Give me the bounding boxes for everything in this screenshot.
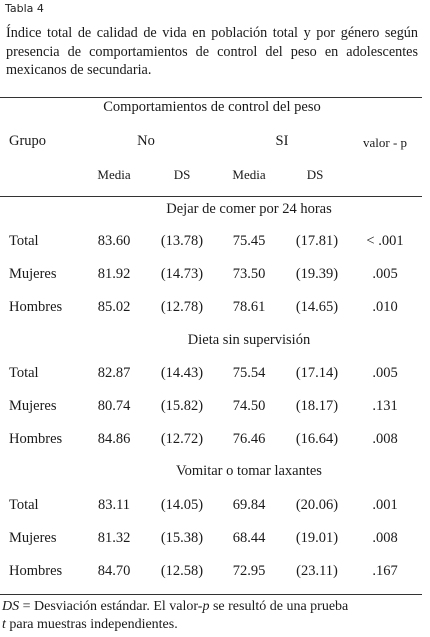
header-grupo: Grupo [9,133,47,149]
row-si-media: 73.50 [232,266,266,282]
row-pvalue: .008 [372,431,398,447]
row-no-ds: (15.38) [160,530,204,546]
row-no-ds: (15.82) [160,398,204,414]
row-pvalue: .008 [372,530,398,546]
footnote-p-italic: p [202,599,210,614]
row-si-ds: (19.39) [295,266,339,282]
row-no-ds: (14.05) [160,497,204,513]
header-si: SI [275,133,289,149]
table-footnote: DS = Desviación estándar. El valor-p se … [2,598,430,634]
row-pvalue: .131 [372,398,398,414]
row-grupo: Mujeres [9,266,57,282]
footnote-end: para muestras independientes. [5,617,178,632]
row-no-media: 82.87 [97,365,131,381]
row-grupo: Hombres [9,431,63,447]
row-no-media: 83.60 [97,233,131,249]
row-no-media: 81.92 [97,266,131,282]
footnote-ds-def: = Desviación estándar. El valor- [19,599,203,614]
row-si-media: 74.50 [232,398,266,414]
row-si-ds: (23.11) [296,563,338,579]
row-no-media: 85.02 [97,299,131,315]
row-no-media: 84.86 [97,431,131,447]
row-pvalue: .005 [372,266,398,282]
section-title: Dieta sin supervisión [187,332,311,348]
row-si-ds: (18.17) [295,398,339,414]
table-caption: Índice total de calidad de vida en pobla… [6,25,418,78]
row-pvalue: < .001 [366,233,404,249]
header-no-media: Media [97,167,131,182]
row-si-ds: (17.14) [295,365,339,381]
row-no-media: 80.74 [97,398,131,414]
row-si-media: 69.84 [232,497,266,513]
row-no-ds: (12.78) [160,299,204,315]
row-no-media: 83.11 [97,497,131,513]
row-si-media: 72.95 [232,563,266,579]
row-si-media: 68.44 [232,530,266,546]
footnote-ds-abbr: DS [2,599,20,614]
row-no-media: 81.32 [97,530,131,546]
row-grupo: Total [9,233,39,249]
row-no-ds: (12.72) [160,431,204,447]
row-si-media: 75.54 [232,365,266,381]
section-title: Dejar de comer por 24 horas [166,201,332,217]
header-no: No [137,133,155,149]
header-no-ds: DS [173,167,191,182]
row-no-ds: (14.43) [160,365,204,381]
row-pvalue: .167 [372,563,398,579]
row-no-ds: (14.73) [160,266,204,282]
row-si-media: 75.45 [232,233,266,249]
row-grupo: Mujeres [9,398,57,414]
header-group-title: Comportamientos de control del peso [103,99,321,115]
row-no-media: 84.70 [97,563,131,579]
row-grupo: Hombres [9,299,63,315]
row-si-ds: (14.65) [295,299,339,315]
header-si-ds: DS [306,167,324,182]
top-rule [0,97,422,98]
row-grupo: Mujeres [9,530,57,546]
bottom-rule [0,594,422,595]
footnote-mid: se resultó de una prueba [209,599,349,614]
row-pvalue: .001 [372,497,398,513]
row-si-media: 78.61 [232,299,266,315]
header-pvalue: valor - p [362,135,408,150]
table-tag: Tabla 4 [5,2,44,15]
footnote-t-italic: t [2,617,6,632]
row-grupo: Total [9,497,39,513]
row-si-ds: (20.06) [295,497,339,513]
row-pvalue: .010 [372,299,398,315]
row-si-ds: (17.81) [295,233,339,249]
row-no-ds: (13.78) [160,233,204,249]
row-si-ds: (16.64) [295,431,339,447]
section-title: Vomitar o tomar laxantes [176,463,322,479]
header-rule [0,196,422,197]
row-pvalue: .005 [372,365,398,381]
header-si-media: Media [232,167,266,182]
row-si-media: 76.46 [232,431,266,447]
row-no-ds: (12.58) [160,563,204,579]
row-si-ds: (19.01) [295,530,339,546]
row-grupo: Total [9,365,39,381]
row-grupo: Hombres [9,563,63,579]
